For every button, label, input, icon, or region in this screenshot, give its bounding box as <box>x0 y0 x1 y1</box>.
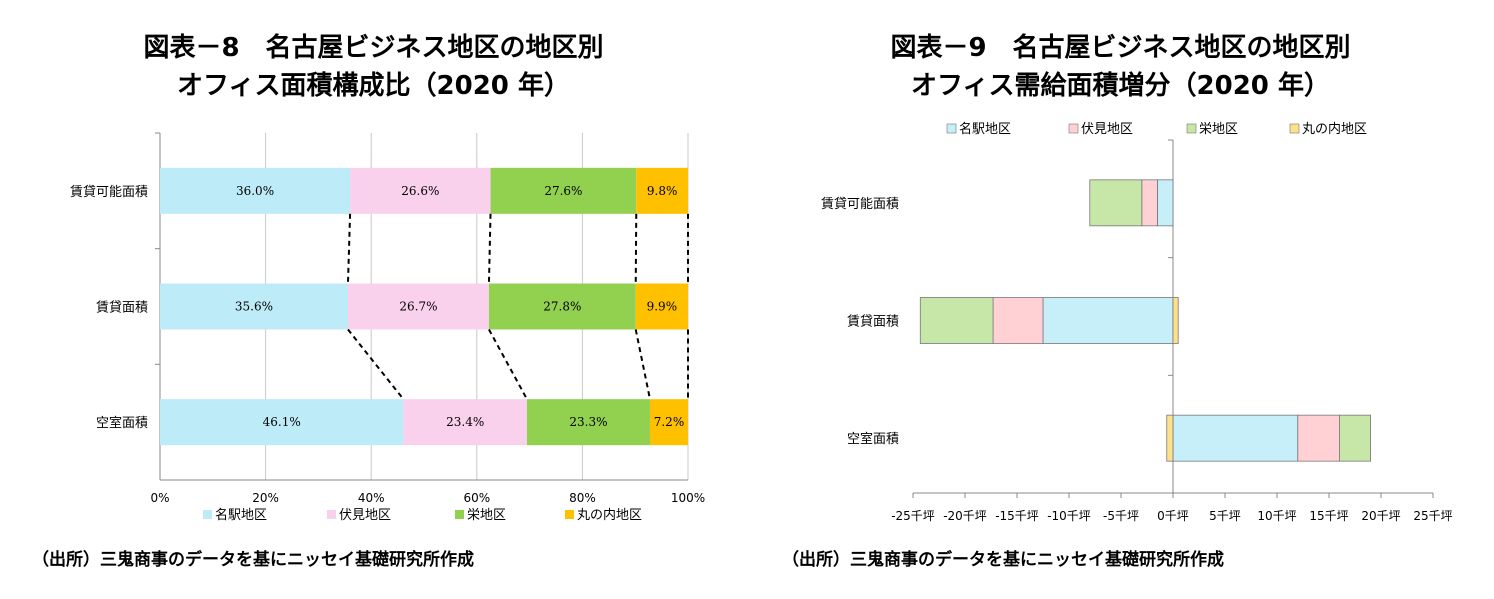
category-label: 空室面積 <box>96 415 148 431</box>
bar-segment <box>1042 297 1174 344</box>
data-label: 9.8% <box>647 184 678 198</box>
x-tick-label: -15千坪 <box>995 509 1039 523</box>
data-label: 9.9% <box>647 300 678 314</box>
legend-label: 栄地区 <box>467 508 506 523</box>
figure-9-title-line2: オフィス需給面積増分（2020 年） <box>911 71 1330 101</box>
x-tick-label: 40% <box>358 491 385 505</box>
bar-segment <box>403 399 527 446</box>
series-connector-line <box>346 213 352 284</box>
bar-segment <box>350 167 491 214</box>
figure-8-chart: 0% 20% 40% 60% 80% 100% 賃貸可能面積 36.0% 26.6% 27.6% 9… <box>70 132 705 523</box>
bar-segment <box>649 399 688 446</box>
bar-segment <box>636 167 688 214</box>
x-tick-label: 15千坪 <box>1309 509 1348 523</box>
x-tick-label: 20千坪 <box>1361 509 1400 523</box>
data-label: 23.4% <box>446 415 484 429</box>
series-connector-line <box>634 213 638 284</box>
figure-8-panel: 図表－8 名古屋ビジネス地区の地区別 オフィス面積構成比（2020 年） 0% 2… <box>32 33 705 570</box>
bar-segment <box>992 297 1044 344</box>
data-label: 46.1% <box>263 415 301 429</box>
bar-segment <box>1156 179 1174 227</box>
data-label: 26.6% <box>401 184 439 198</box>
category-label: 賃貸可能面積 <box>70 184 148 200</box>
data-label: 7.2% <box>654 415 685 429</box>
data-label: 36.0% <box>236 184 274 198</box>
bar-segment <box>160 167 351 214</box>
bar-segment <box>919 297 994 344</box>
bar-segment <box>635 283 688 330</box>
legend-label: 伏見地区 <box>1081 122 1133 137</box>
x-tick-label: -25千坪 <box>891 509 935 523</box>
figure-9-panel: 図表－9 名古屋ビジネス地区の地区別 オフィス需給面積増分（2020 年） -2… <box>747 0 1494 599</box>
bar-segment <box>526 399 650 446</box>
category-label: 賃貸面積 <box>847 314 899 330</box>
series-connector-line <box>634 329 651 400</box>
legend-swatch <box>1289 123 1300 134</box>
bar-segment <box>160 283 348 330</box>
x-tick-label: -20千坪 <box>943 509 987 523</box>
x-tick-label: 0千坪 <box>1157 509 1189 523</box>
figure-9-source: （出所）三鬼商事のデータを基にニッセイ基礎研究所作成 <box>782 550 1224 570</box>
legend-swatch <box>1068 123 1079 134</box>
x-tick-label: 10千坪 <box>1257 509 1296 523</box>
legend-label: 名駅地区 <box>215 507 267 523</box>
data-label: 27.6% <box>544 184 582 198</box>
legend-swatch <box>946 123 957 134</box>
bar-segment <box>490 167 637 214</box>
category-label: 賃貸面積 <box>96 300 148 316</box>
legend-swatch <box>455 510 464 519</box>
legend-swatch <box>1186 123 1197 134</box>
legend-swatch <box>203 510 212 519</box>
bar-segment <box>1166 414 1174 462</box>
x-tick-label: -10千坪 <box>1047 509 1091 523</box>
data-label: 23.3% <box>569 415 607 429</box>
figure-8-title-line2: オフィス面積構成比（2020 年） <box>177 71 570 101</box>
legend-label: 栄地区 <box>1199 122 1238 137</box>
x-tick-label: 5千坪 <box>1209 509 1241 523</box>
x-tick-label: -5千坪 <box>1103 509 1139 523</box>
category-label: 賃貸可能面積 <box>821 196 899 212</box>
x-tick-label: 100% <box>671 491 705 505</box>
series-connector-line <box>347 328 405 400</box>
bar-segment <box>1297 414 1340 462</box>
legend-label: 伏見地区 <box>339 508 391 523</box>
bar-segment <box>1172 414 1299 462</box>
legend-label: 丸の内地区 <box>577 507 642 523</box>
bar-segment <box>488 283 636 330</box>
x-tick-label: 25千坪 <box>1413 509 1452 523</box>
bar-segment <box>347 283 489 330</box>
series-connector-line <box>487 213 492 284</box>
figure-9-chart: -25千坪 -20千坪 -15千坪 -10千坪 -5千坪 0千坪 5千坪 10千坪 15千坪 20… <box>821 121 1453 523</box>
data-label: 35.6% <box>235 300 273 314</box>
bar-segment <box>1089 179 1143 227</box>
x-tick-label: 20% <box>252 491 279 505</box>
x-tick-label: 80% <box>569 491 596 505</box>
data-label: 27.8% <box>543 300 581 314</box>
figure-8-source: （出所）三鬼商事のデータを基にニッセイ基礎研究所作成 <box>32 550 474 570</box>
legend-label: 名駅地区 <box>959 121 1011 137</box>
bar-segment <box>1141 179 1158 227</box>
series-connector-line <box>488 329 528 400</box>
figure-8-title-line1: 図表－8 名古屋ビジネス地区の地区別 <box>143 33 604 63</box>
legend-swatch <box>565 510 574 519</box>
category-label: 空室面積 <box>847 431 899 447</box>
figure-9-title-line1: 図表－9 名古屋ビジネス地区の地区別 <box>890 33 1351 63</box>
x-tick-label: 0% <box>150 491 169 505</box>
legend-label: 丸の内地区 <box>1302 121 1367 137</box>
bar-segment <box>1339 414 1372 462</box>
legend-swatch <box>327 510 336 519</box>
bar-segment <box>160 399 404 446</box>
x-tick-label: 60% <box>463 491 490 505</box>
data-label: 26.7% <box>399 300 437 314</box>
bar-segment <box>1172 297 1179 344</box>
